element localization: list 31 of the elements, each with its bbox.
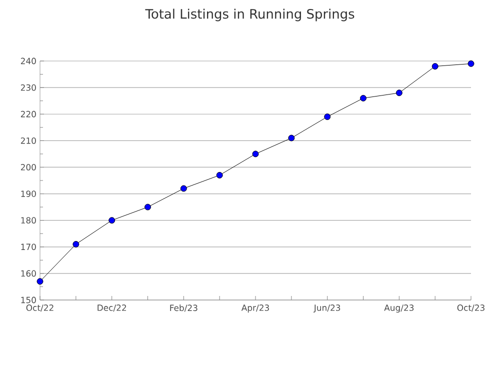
point [36, 278, 44, 285]
chart-title: Total Listings in Running Springs [145, 8, 354, 22]
point [72, 240, 80, 248]
y-tick-label: 150 [21, 296, 36, 304]
point [396, 90, 402, 96]
point [360, 94, 366, 102]
x-tick-label: Apr/23 [241, 304, 269, 313]
x-tick-label: Aug/23 [384, 304, 414, 313]
y-tick-label: 240 [20, 58, 36, 64]
x-tick-label: Feb/23 [170, 304, 198, 312]
y-tick-label: 230 [20, 84, 36, 91]
y-tick-label: 210 [20, 137, 36, 144]
x-tick-label: Oct/22 [26, 304, 54, 312]
x-tick-label: Oct/23 [457, 304, 484, 312]
point [144, 204, 151, 210]
point [108, 217, 116, 224]
y-tick-label: 180 [21, 217, 36, 224]
y-tick-label: 160 [21, 270, 36, 277]
point [432, 63, 438, 70]
x-tick-label: Jun/23 [313, 304, 340, 313]
y-tick-label: 190 [21, 190, 36, 197]
point [180, 185, 187, 192]
point [324, 114, 331, 120]
point [288, 134, 295, 142]
point [468, 60, 474, 67]
y-tick-label: 170 [21, 244, 36, 250]
point [216, 172, 223, 178]
y-tick-label: 220 [20, 110, 36, 118]
x-tick-label: Dec/22 [98, 304, 126, 312]
y-tick-label: 200 [20, 164, 36, 170]
point [252, 150, 259, 158]
